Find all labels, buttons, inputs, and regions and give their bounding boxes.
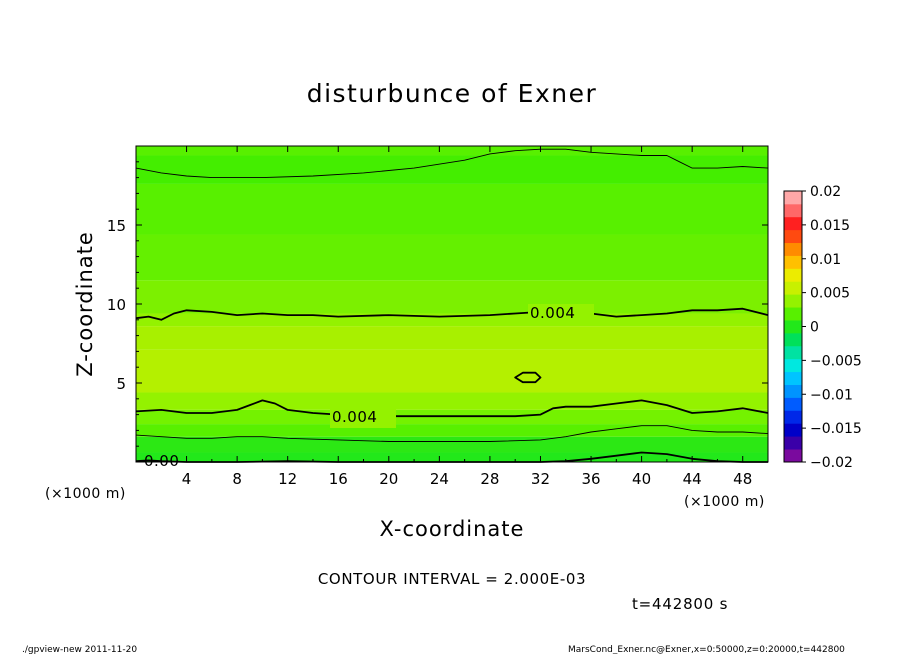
x-tick-label-3: 16 xyxy=(329,470,348,488)
colorbar-cell-16 xyxy=(784,242,802,256)
y-tick-label-0: 5 xyxy=(116,375,126,393)
fill-band-11 xyxy=(136,155,768,184)
y-tick-label-2: 15 xyxy=(107,217,126,235)
x-tick-label-11: 48 xyxy=(733,470,752,488)
colorbar-cell-6 xyxy=(784,371,802,385)
contour-line-4 xyxy=(135,425,769,442)
contour-line-2 xyxy=(514,371,542,384)
colorbar-cell-10 xyxy=(784,320,802,334)
fill-band-5 xyxy=(136,349,768,393)
fill-band-9 xyxy=(136,234,768,281)
colorbar-cell-2 xyxy=(784,423,802,437)
contour-interval: CONTOUR INTERVAL = 2.000E-03 xyxy=(318,570,586,588)
colorbar-cell-12 xyxy=(784,294,802,308)
colorbar-cell-3 xyxy=(784,410,802,424)
colorbar-cell-9 xyxy=(784,332,802,347)
colorbar-label-8: −0.02 xyxy=(810,455,853,471)
colorbar-cell-19 xyxy=(784,203,802,218)
x-tick-label-4: 20 xyxy=(379,470,398,488)
colorbar-cell-8 xyxy=(784,345,802,360)
colorbar-label-1: 0.015 xyxy=(810,218,850,234)
y-tick-label-1: 10 xyxy=(107,296,126,314)
contour-label-bg-0 xyxy=(528,304,594,324)
program-info: ./gpview-new 2011-11-20 xyxy=(22,645,137,654)
colorbar-cell-1 xyxy=(784,436,802,450)
colorbar-cell-4 xyxy=(784,397,802,411)
fill-band-1 xyxy=(136,436,768,453)
contour-label-0: 0.004 xyxy=(530,304,575,322)
colorbar-cell-7 xyxy=(784,358,802,373)
contour-line-0 xyxy=(135,307,769,321)
x-tick-label-7: 32 xyxy=(531,470,550,488)
colorbar-label-5: −0.005 xyxy=(810,353,862,369)
x-axis-label: X-coordinate xyxy=(380,517,525,541)
colorbar-label-3: 0.005 xyxy=(810,286,850,302)
contour-label-1: 0.004 xyxy=(332,408,377,426)
contour-label-bg-1 xyxy=(330,408,396,428)
contour-line-1 xyxy=(135,399,769,418)
colorbar-cell-0 xyxy=(784,449,802,463)
x-tick-label-9: 40 xyxy=(632,470,651,488)
chart-title: disturbunce of Exner xyxy=(307,79,598,108)
colorbar-cell-15 xyxy=(784,255,802,269)
fill-band-6 xyxy=(136,326,768,350)
colorbar-cell-17 xyxy=(784,229,802,244)
colorbar-cell-20 xyxy=(784,191,802,205)
colorbar-label-0: 0.02 xyxy=(810,184,841,200)
colorbar-cell-13 xyxy=(784,281,802,295)
colorbar-label-2: 0.01 xyxy=(810,252,841,268)
colorbar-label-4: 0 xyxy=(810,320,819,336)
x-tick-label-5: 24 xyxy=(430,470,449,488)
x-tick-label-1: 8 xyxy=(232,470,242,488)
fill-band-10 xyxy=(136,183,768,235)
fill-band-4 xyxy=(136,392,768,410)
colorbar-label-6: −0.01 xyxy=(810,387,853,403)
x-tick-label-0: 4 xyxy=(182,470,192,488)
y-unit-label: (×1000 m) xyxy=(45,486,126,502)
colorbar-cell-11 xyxy=(784,307,802,321)
source-info: MarsCond_Exner.nc@Exner,x=0:50000,z=0:20… xyxy=(568,645,845,654)
fill-band-8 xyxy=(136,280,768,314)
x-unit-label: (×1000 m) xyxy=(684,494,765,510)
x-tick-label-6: 28 xyxy=(480,470,499,488)
x-tick-label-10: 44 xyxy=(683,470,702,488)
colorbar: 0.02 0.015 0.01 0.005 0 −0.005 −0.01 −0.015 −0.0… xyxy=(783,184,862,471)
x-tick-label-8: 36 xyxy=(581,470,600,488)
contour-line-3 xyxy=(135,148,769,179)
colorbar-label-7: −0.015 xyxy=(810,421,862,437)
colorbar-cell-5 xyxy=(784,384,802,398)
fill-band-2 xyxy=(136,424,768,437)
time-label: t=442800 s xyxy=(632,595,728,613)
y-axis-label: Z-coordinate xyxy=(73,231,97,377)
x-tick-label-2: 12 xyxy=(278,470,297,488)
fill-band-0 xyxy=(136,452,768,462)
fill-band-12 xyxy=(136,146,768,156)
colorbar-cell-18 xyxy=(784,216,802,231)
colorbar-cell-14 xyxy=(784,268,802,282)
